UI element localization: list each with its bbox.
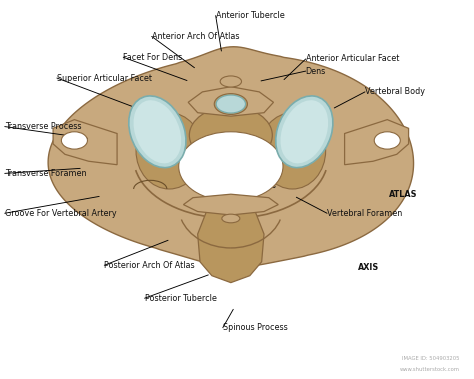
Text: Anterior Articular Facet: Anterior Articular Facet: [306, 55, 399, 63]
Text: Dens: Dens: [306, 67, 326, 75]
Ellipse shape: [281, 100, 328, 163]
Text: Superior Articular Facet: Superior Articular Facet: [57, 74, 152, 83]
Ellipse shape: [179, 132, 283, 201]
Text: AXIS: AXIS: [358, 263, 379, 271]
Polygon shape: [198, 210, 264, 283]
Text: Vertebral Body: Vertebral Body: [365, 88, 425, 96]
Ellipse shape: [61, 132, 87, 149]
Text: Facet For Dens: Facet For Dens: [123, 53, 182, 62]
Text: shutterstock®: shutterstock®: [10, 356, 124, 370]
Ellipse shape: [214, 94, 247, 114]
Ellipse shape: [259, 113, 326, 189]
Ellipse shape: [129, 96, 186, 168]
Ellipse shape: [220, 76, 241, 87]
Text: Spinous Process: Spinous Process: [223, 323, 288, 332]
Text: www.shutterstock.com: www.shutterstock.com: [400, 367, 460, 372]
Polygon shape: [183, 194, 278, 215]
Text: ATLAS: ATLAS: [389, 190, 417, 199]
Text: Posterior Arch Of Atlas: Posterior Arch Of Atlas: [104, 261, 195, 270]
Ellipse shape: [374, 132, 400, 149]
Ellipse shape: [136, 113, 202, 189]
Polygon shape: [345, 120, 409, 165]
Text: Groove For Vertebral Artery: Groove For Vertebral Artery: [5, 209, 116, 218]
Ellipse shape: [276, 96, 333, 168]
Ellipse shape: [222, 214, 240, 223]
Text: Transverse Foramen: Transverse Foramen: [5, 169, 86, 178]
Text: Transverse Process: Transverse Process: [5, 122, 81, 131]
Text: Lateral Masses: Lateral Masses: [216, 181, 275, 190]
Polygon shape: [53, 120, 117, 165]
Polygon shape: [188, 87, 273, 116]
Ellipse shape: [189, 106, 272, 164]
Text: Vertebral Foramen: Vertebral Foramen: [327, 209, 402, 218]
Ellipse shape: [134, 100, 181, 163]
Polygon shape: [48, 47, 413, 267]
Text: Anterior Tubercle: Anterior Tubercle: [216, 11, 284, 20]
Ellipse shape: [216, 95, 246, 113]
Text: IMAGE ID: 504903205: IMAGE ID: 504903205: [402, 356, 460, 360]
Text: Anterior Arch Of Atlas: Anterior Arch Of Atlas: [152, 32, 239, 41]
Text: Posterior Tubercle: Posterior Tubercle: [145, 294, 217, 303]
